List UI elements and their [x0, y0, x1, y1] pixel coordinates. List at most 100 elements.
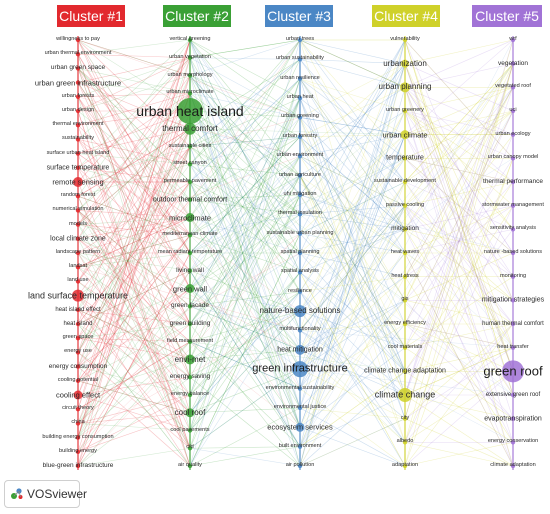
network-link [189, 146, 301, 215]
network-link [299, 181, 406, 331]
term-node [297, 95, 303, 101]
network-link [189, 110, 301, 118]
term-node [510, 108, 516, 114]
network-link [189, 39, 301, 431]
network-link [77, 110, 191, 154]
term-label: field measurement [166, 337, 214, 344]
network-link [189, 349, 301, 378]
network-link [404, 63, 514, 301]
network-link [77, 235, 191, 438]
network-link [189, 194, 301, 325]
term-node [400, 130, 410, 140]
term-label: urban canopy model [487, 154, 539, 161]
network-link [299, 136, 406, 230]
network-link [299, 97, 406, 419]
network-link [404, 323, 514, 467]
network-link [189, 181, 301, 234]
network-link [189, 181, 301, 467]
network-link [77, 217, 191, 296]
network-link [404, 323, 514, 419]
network-link [189, 158, 406, 254]
network-link [189, 368, 301, 414]
term-node [510, 416, 516, 421]
network-link [77, 110, 191, 126]
term-node [187, 91, 193, 96]
term-node [402, 321, 408, 327]
network-link [404, 110, 514, 206]
network-link [77, 217, 191, 254]
network-link [299, 155, 406, 206]
term-label: vegetated roof [495, 83, 531, 90]
network-link [189, 175, 301, 378]
network-link [299, 117, 406, 135]
network-link [189, 93, 301, 389]
term-node [295, 344, 305, 355]
term-node [510, 274, 516, 279]
network-link [189, 39, 301, 236]
network-link [299, 194, 406, 348]
network-link [299, 39, 406, 88]
network-link [77, 110, 191, 467]
term-label: built environment [278, 442, 322, 449]
network-link [189, 155, 301, 271]
network-link [299, 136, 406, 301]
network-link [189, 57, 301, 60]
term-label: climate change adaptation [364, 367, 446, 375]
network-link [299, 407, 406, 419]
network-link [189, 291, 301, 467]
network-link [189, 446, 301, 449]
term-node [510, 179, 516, 185]
network-link [299, 78, 406, 230]
term-node [402, 156, 408, 161]
network-link [299, 205, 406, 331]
network-link [299, 330, 406, 419]
network-link [404, 323, 514, 348]
network-link [77, 125, 191, 449]
network-link [189, 136, 301, 147]
network-link [299, 205, 406, 312]
network-link [299, 134, 406, 389]
network-link [299, 371, 406, 447]
network-link [77, 288, 191, 438]
term-node [402, 274, 408, 279]
term-node [75, 137, 81, 142]
network-link [189, 217, 301, 254]
network-link [77, 323, 191, 339]
term-node [75, 236, 81, 241]
network-link [404, 87, 514, 419]
network-link [189, 156, 301, 360]
network-link [299, 110, 514, 467]
network-link [77, 217, 191, 268]
network-link [299, 205, 406, 331]
term-label: energy conservation [487, 438, 539, 445]
network-link [77, 217, 191, 240]
network-link [189, 272, 301, 413]
term-node [75, 364, 81, 369]
term-label: urban environment [276, 152, 324, 159]
network-link [77, 128, 191, 197]
network-link [299, 349, 406, 443]
network-link [404, 323, 514, 348]
network-link [404, 87, 514, 301]
network-link [404, 87, 514, 277]
network-link [189, 199, 301, 350]
network-link [299, 87, 514, 447]
network-link [299, 87, 406, 157]
network-link [77, 447, 191, 467]
network-link [189, 75, 301, 234]
network-link [189, 181, 301, 428]
network-link [404, 87, 514, 112]
term-label: urban climate [382, 129, 428, 139]
network-link [404, 323, 514, 372]
vosviewer-logo-icon [11, 488, 23, 499]
network-link [77, 295, 191, 467]
term-label: local climate zone [50, 235, 106, 243]
network-link [189, 93, 301, 370]
network-link [189, 92, 301, 118]
term-label: urban design [61, 107, 95, 114]
network-link [189, 75, 301, 331]
term-label: surface temperature [46, 164, 110, 172]
network-link [404, 181, 514, 230]
network-link [77, 196, 191, 449]
